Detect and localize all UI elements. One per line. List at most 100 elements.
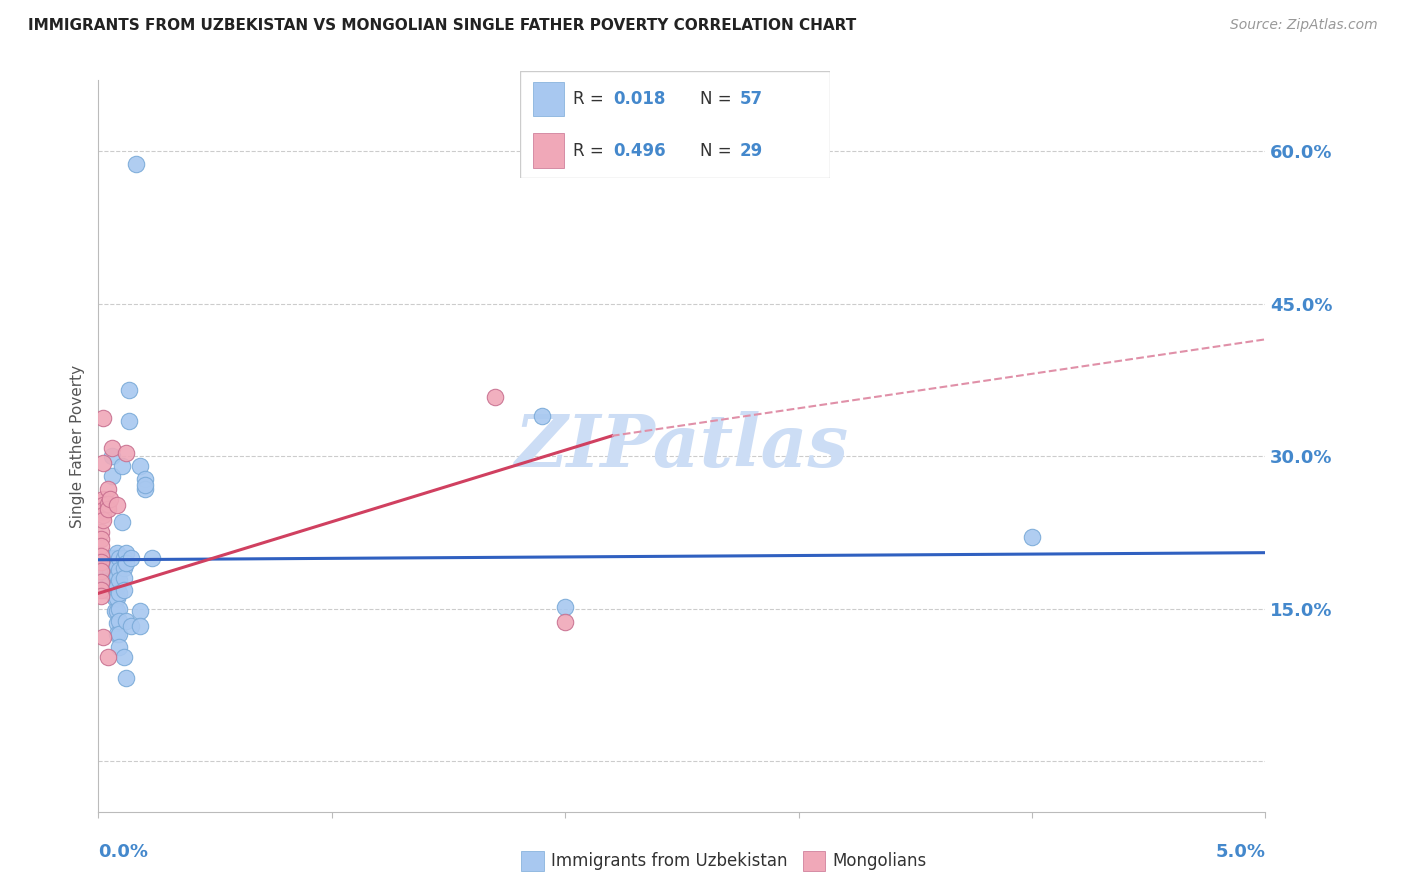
Point [1021, 530, 1043, 544]
Text: N =: N = [700, 90, 731, 108]
Point [91, 513, 114, 527]
Point [101, 449, 124, 463]
Point [554, 599, 576, 614]
Point [115, 446, 138, 460]
Point [90, 590, 112, 604]
Point [90, 505, 112, 519]
Point [105, 579, 128, 593]
Point [98, 491, 121, 506]
Point [112, 561, 135, 575]
Point [118, 383, 141, 397]
Point [98, 563, 121, 577]
Point [97, 482, 120, 496]
Text: 0.496: 0.496 [613, 142, 665, 160]
Point [91, 410, 114, 425]
Point [90, 533, 112, 547]
Point [90, 575, 112, 590]
Point [90, 525, 112, 540]
Point [91, 498, 114, 512]
Point [111, 459, 134, 474]
Point [105, 498, 128, 512]
Point [108, 627, 131, 641]
Y-axis label: Single Father Poverty: Single Father Poverty [70, 365, 86, 527]
Point [108, 614, 131, 628]
Text: N =: N = [700, 142, 731, 160]
FancyBboxPatch shape [803, 851, 825, 871]
Point [98, 550, 121, 565]
Point [105, 604, 128, 618]
Point [90, 549, 112, 563]
Text: Source: ZipAtlas.com: Source: ZipAtlas.com [1230, 18, 1378, 32]
Point [97, 497, 120, 511]
Point [105, 558, 128, 573]
Point [134, 482, 156, 496]
Text: R =: R = [572, 90, 603, 108]
Point [115, 556, 138, 570]
Text: 0.018: 0.018 [613, 90, 665, 108]
Point [90, 564, 112, 578]
Point [115, 546, 138, 560]
Point [105, 627, 128, 641]
FancyBboxPatch shape [520, 71, 830, 178]
Text: Immigrants from Uzbekistan: Immigrants from Uzbekistan [551, 852, 787, 870]
Point [94, 576, 117, 591]
Point [104, 579, 127, 593]
Point [129, 619, 152, 633]
Point [554, 615, 576, 629]
Point [94, 556, 117, 570]
Point [105, 591, 128, 606]
Text: Mongolians: Mongolians [832, 852, 927, 870]
Point [90, 583, 112, 598]
Point [115, 671, 138, 685]
Point [104, 561, 127, 575]
Point [105, 615, 128, 630]
Point [94, 583, 117, 598]
Point [120, 619, 142, 633]
Point [129, 459, 152, 474]
Point [91, 456, 114, 470]
Point [90, 539, 112, 553]
Text: 29: 29 [740, 142, 763, 160]
Point [101, 469, 124, 483]
Text: ZIPatlas: ZIPatlas [515, 410, 849, 482]
Point [112, 583, 135, 598]
Text: 57: 57 [740, 90, 763, 108]
Point [105, 569, 128, 583]
Point [98, 573, 121, 587]
Point [108, 640, 131, 655]
Point [104, 591, 127, 606]
Point [104, 569, 127, 583]
Text: IMMIGRANTS FROM UZBEKISTAN VS MONGOLIAN SINGLE FATHER POVERTY CORRELATION CHART: IMMIGRANTS FROM UZBEKISTAN VS MONGOLIAN … [28, 18, 856, 33]
Point [104, 604, 127, 618]
Point [118, 414, 141, 428]
Point [90, 555, 112, 569]
Point [90, 495, 112, 509]
Text: R =: R = [572, 142, 603, 160]
Point [108, 563, 131, 577]
Point [484, 390, 506, 404]
Point [112, 550, 135, 565]
Point [120, 550, 142, 565]
Point [141, 550, 163, 565]
Point [108, 601, 131, 615]
Point [91, 508, 114, 522]
Point [129, 604, 152, 618]
Point [91, 630, 114, 644]
Point [115, 614, 138, 628]
Point [108, 573, 131, 587]
Point [112, 650, 135, 665]
FancyBboxPatch shape [522, 851, 544, 871]
Point [125, 156, 148, 170]
FancyBboxPatch shape [533, 134, 564, 168]
Point [91, 503, 114, 517]
Text: 0.0%: 0.0% [98, 843, 149, 861]
Point [108, 586, 131, 600]
Point [94, 566, 117, 580]
Point [134, 477, 156, 491]
Point [97, 650, 120, 665]
Point [91, 491, 114, 506]
Point [105, 546, 128, 560]
Point [101, 441, 124, 455]
Point [111, 515, 134, 529]
Point [97, 502, 120, 516]
